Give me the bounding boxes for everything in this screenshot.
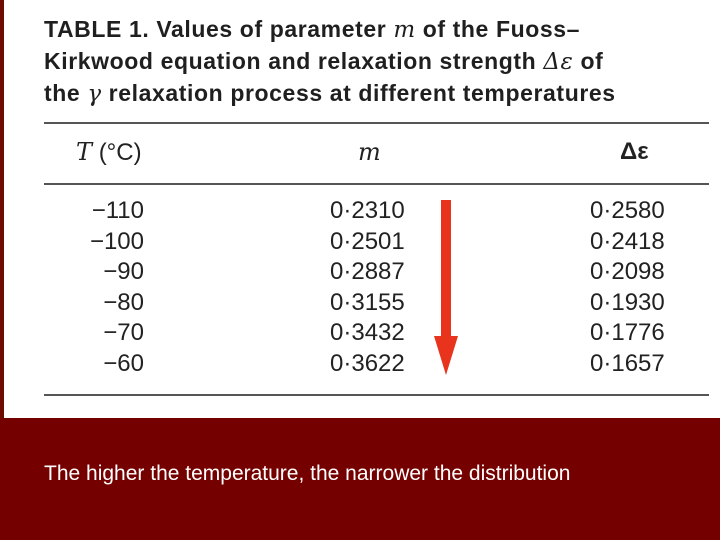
slide-edge-strip (0, 0, 4, 418)
caption-line-3: the γ relaxation process at different te… (44, 78, 709, 110)
cell-m: 0·3622 (330, 349, 405, 377)
header-delta-eps-label: Δε (620, 138, 649, 165)
caption-text: TABLE 1. Values of parameter (44, 16, 387, 42)
cell-m: 0·2310 (330, 197, 405, 224)
caption-line-1: TABLE 1. Values of parameter m of the Fu… (44, 14, 709, 46)
column-temperature: −110 −100 −90 −80 −70 −60 (44, 196, 144, 380)
caption-symbol-delta-eps: Δε (543, 49, 574, 75)
cell-delta-eps: 0·2580 (590, 197, 665, 224)
header-temp-symbol: T (76, 138, 93, 166)
caption-text: Kirkwood equation and relaxation strengt… (44, 48, 537, 74)
cell-temperature: −80 (103, 288, 144, 316)
table-caption: TABLE 1. Values of parameter m of the Fu… (44, 14, 709, 110)
caption-text: relaxation process at different temperat… (108, 80, 616, 106)
caption-text: of the Fuoss– (422, 16, 581, 42)
cell-temperature: −110 (91, 197, 144, 224)
caption-symbol-m: m (393, 17, 416, 43)
conclusion-banner (0, 418, 720, 540)
header-delta-eps: Δε (620, 138, 649, 166)
cell-m: 0·2501 (330, 227, 405, 255)
column-delta-eps: 0·2580 0·2418 0·2098 0·1930 0·1776 0·165… (590, 196, 680, 380)
caption-line-2: Kirkwood equation and relaxation strengt… (44, 46, 709, 78)
cell-delta-eps: 0·2098 (590, 258, 665, 286)
cell-m: 0·3155 (330, 288, 405, 316)
table-top-rule (44, 122, 709, 124)
cell-temperature: −100 (89, 227, 144, 255)
cell-delta-eps: 0·1776 (590, 319, 665, 347)
header-m-label: m (358, 138, 381, 166)
cell-temperature: −60 (103, 349, 144, 377)
caption-symbol-gamma: γ (87, 81, 102, 107)
table-bottom-rule (44, 394, 709, 396)
header-temperature: T (°C) (76, 138, 142, 167)
cell-m: 0·2887 (330, 258, 405, 286)
cell-delta-eps: 0·1657 (590, 349, 665, 377)
conclusion-text: The higher the temperature, the narrower… (44, 462, 571, 485)
cell-delta-eps: 0·2418 (590, 227, 665, 255)
caption-text: the (44, 80, 81, 106)
cell-m: 0·3432 (330, 319, 405, 347)
cell-temperature: −70 (103, 319, 144, 347)
down-arrow-icon (434, 200, 458, 375)
column-m: 0·2310 0·2501 0·2887 0·3155 0·3432 0·362… (330, 196, 420, 380)
header-m: m (358, 138, 381, 167)
header-temp-unit: (°C) (98, 139, 142, 166)
cell-delta-eps: 0·1930 (590, 288, 665, 316)
caption-text: of (580, 48, 604, 74)
cell-temperature: −90 (103, 258, 144, 286)
table-header-rule (44, 183, 709, 185)
